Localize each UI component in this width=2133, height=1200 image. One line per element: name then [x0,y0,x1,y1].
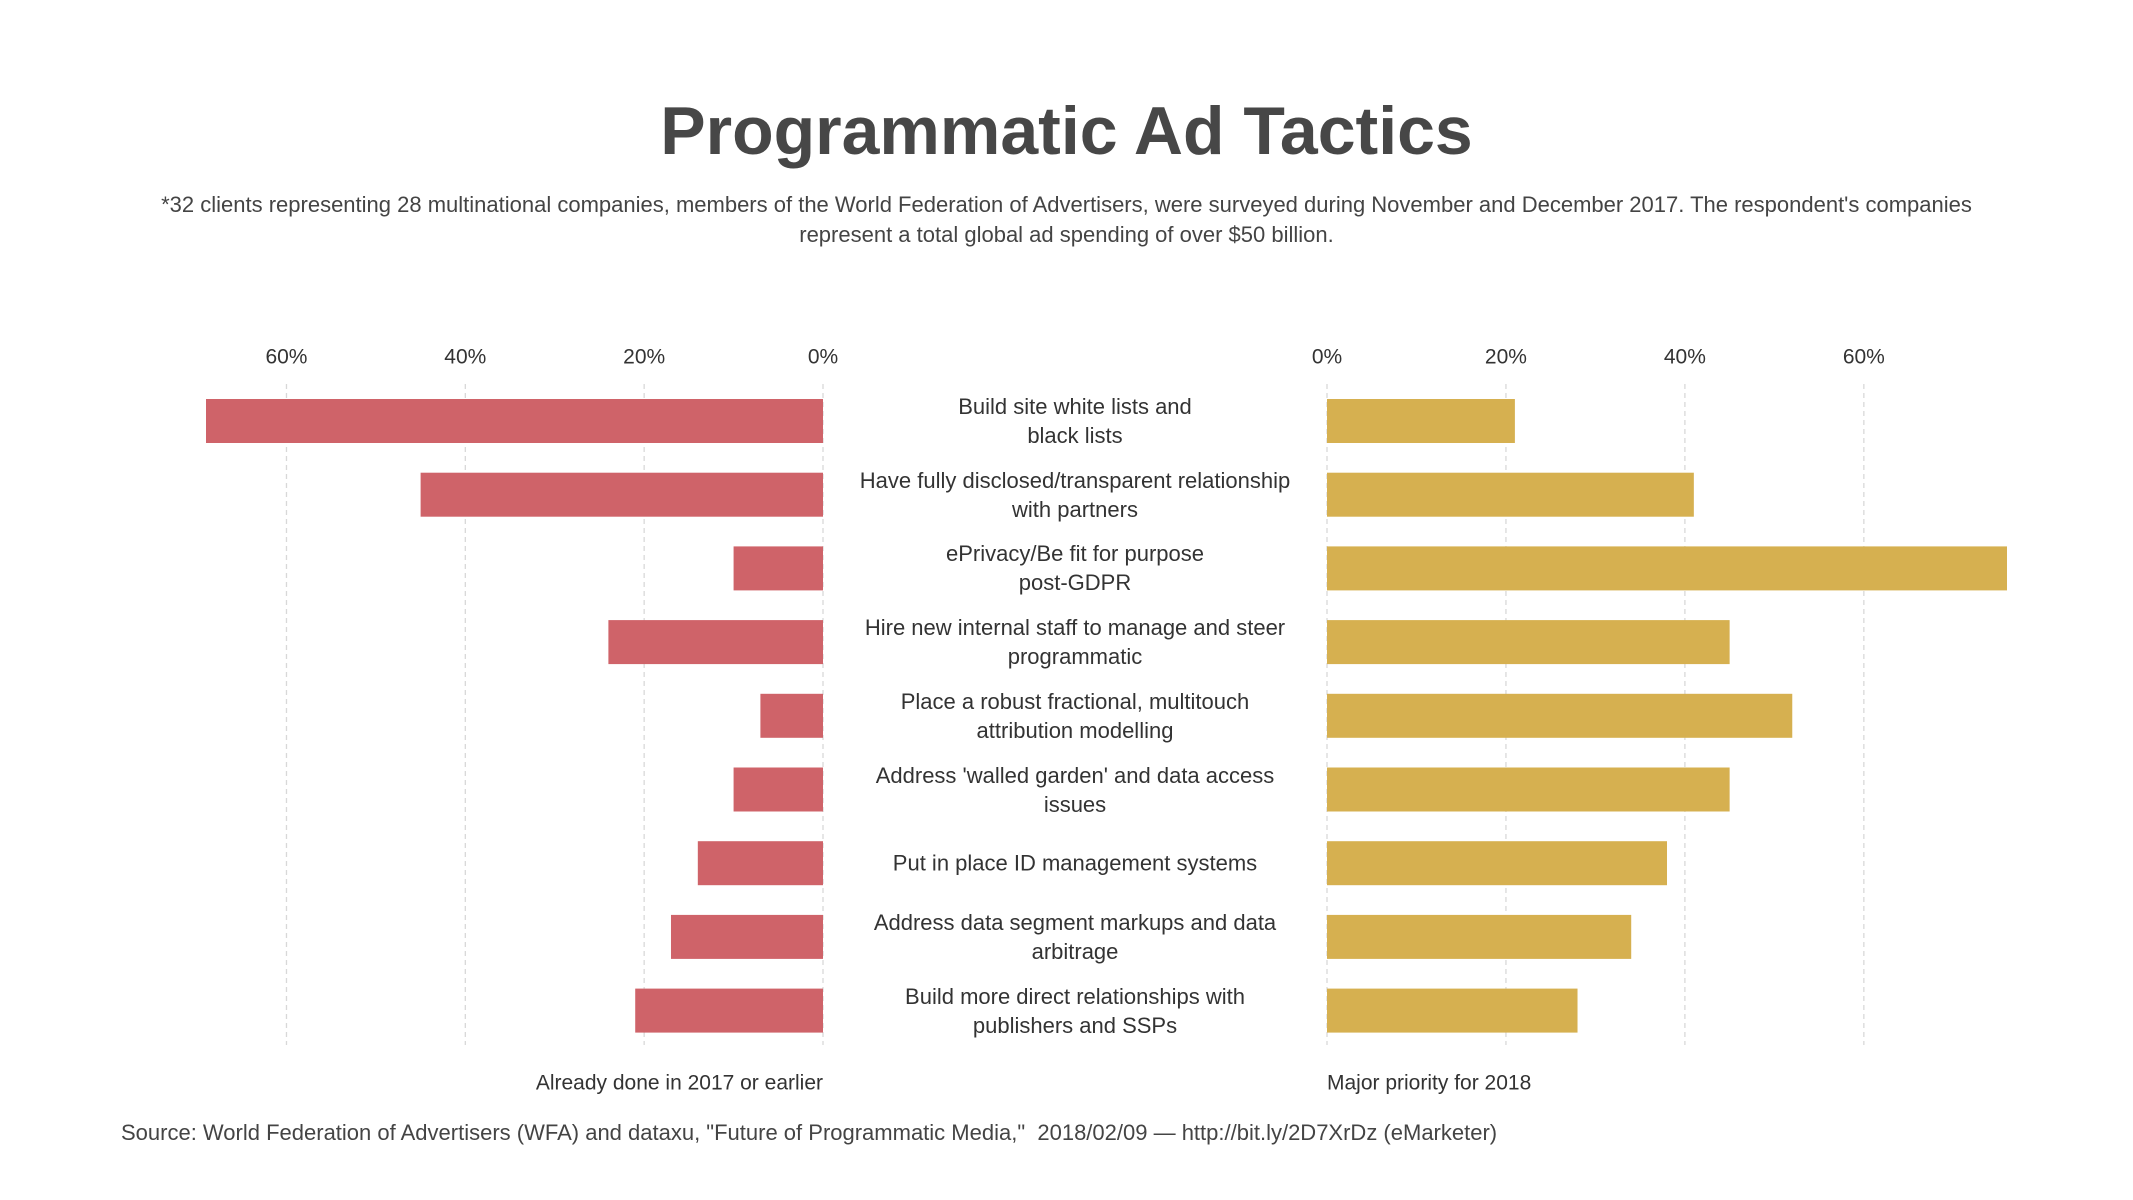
bar [733,546,823,591]
x-tick-label: 40% [444,346,486,369]
bar [670,914,823,959]
bar [1327,546,2007,591]
bar [206,399,823,443]
category-label: Address 'walled garden' and data access … [875,762,1275,817]
category-label: Have fully disclosed/transparent relatio… [859,467,1291,522]
bar [1327,914,1632,959]
bar [697,841,823,886]
bar [1327,620,1730,665]
x-tick-label: 40% [1664,346,1706,369]
category-label: ePrivacy/Be fit for purpose post-GDPR [945,541,1204,596]
bar [420,472,823,517]
bar [608,620,823,665]
chart-title: Programmatic Ad Tactics [660,93,1473,169]
category-label: Build site white lists and black lists [958,394,1192,448]
bar [1327,841,1667,886]
x-tick-label: 60% [265,346,307,369]
bar [760,693,823,738]
category-label: Place a robust fractional, multitouch at… [900,688,1250,743]
bar [1327,988,1578,1033]
x-tick-label: 0% [808,346,838,369]
bar [733,767,823,812]
x-tick-label: 60% [1843,346,1885,369]
chart-subtitle: *32 clients representing 28 multinationa… [161,192,1972,247]
bar [1327,767,1730,812]
category-label: Hire new internal staff to manage and st… [864,615,1286,670]
bar [1327,399,1515,443]
series-label: Already done in 2017 or earlier [536,1072,823,1095]
category-label: Put in place ID management systems [892,850,1258,876]
source-note: Source: World Federation of Advertisers … [121,1120,1498,1145]
x-tick-label: 20% [1485,346,1527,369]
x-tick-label: 0% [1312,346,1342,369]
category-label: Address data segment markups and data ar… [873,909,1277,964]
bar [635,988,823,1033]
bar [1327,693,1793,738]
x-tick-label: 20% [623,346,665,369]
category-label: Build more direct relationships with pub… [905,983,1245,1038]
bar [1327,472,1694,517]
series-label: Major priority for 2018 [1327,1072,1531,1095]
